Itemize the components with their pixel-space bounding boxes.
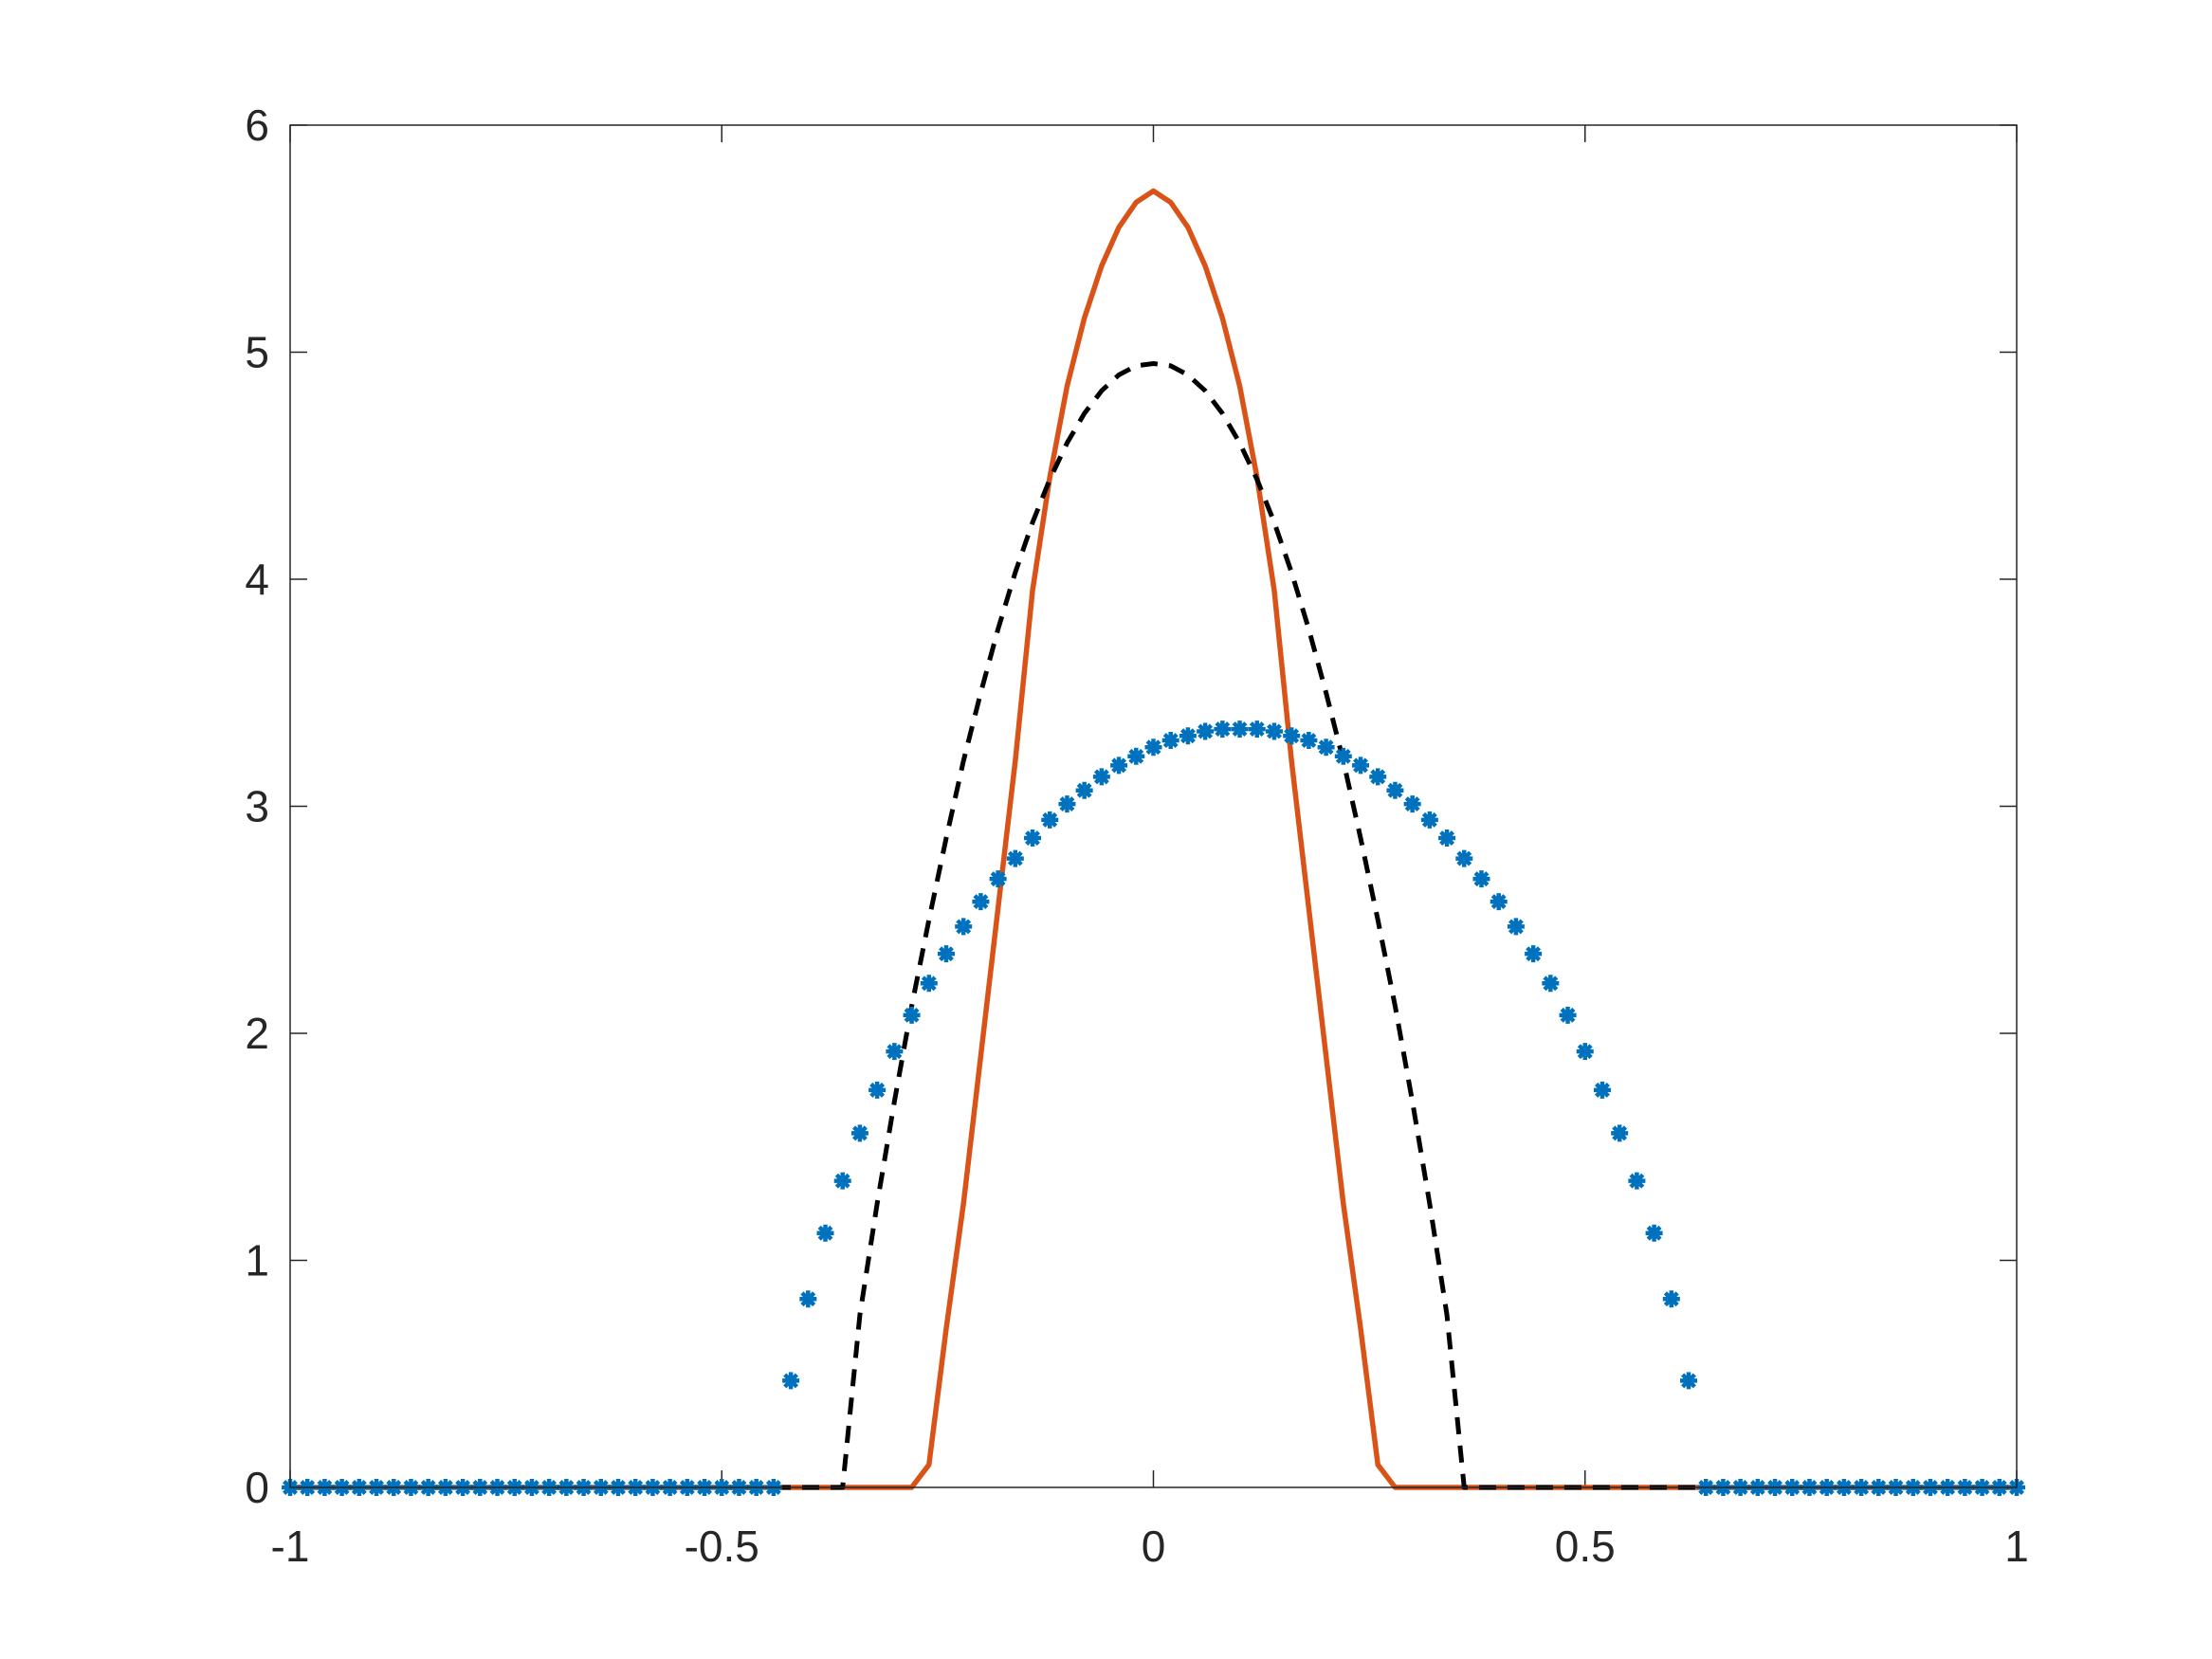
marker <box>1438 830 1456 848</box>
marker <box>1593 1081 1611 1099</box>
marker <box>1559 1006 1577 1024</box>
marker <box>1542 975 1560 993</box>
marker <box>1576 1043 1594 1061</box>
marker <box>833 1172 851 1190</box>
x-tick-label: 0 <box>1142 1522 1166 1571</box>
marker <box>816 1224 834 1242</box>
x-tick-label: 0.5 <box>1555 1522 1616 1571</box>
marker <box>1334 747 1352 765</box>
marker <box>868 1081 887 1099</box>
marker <box>920 975 938 993</box>
marker <box>1161 732 1179 750</box>
marker <box>850 1124 868 1142</box>
y-tick-label: 3 <box>245 782 269 831</box>
marker <box>937 945 955 963</box>
marker <box>1662 1290 1680 1308</box>
marker <box>1006 849 1024 867</box>
x-tick-label: -1 <box>271 1522 310 1571</box>
marker <box>1127 747 1145 765</box>
marker <box>903 1006 921 1024</box>
marker <box>1300 732 1318 750</box>
marker <box>1214 720 1232 738</box>
marker <box>799 1290 817 1308</box>
marker <box>1075 781 1093 799</box>
marker <box>989 870 1007 888</box>
marker <box>1455 849 1473 867</box>
x-tick-label: -0.5 <box>685 1522 759 1571</box>
marker <box>1179 727 1197 745</box>
axes-box <box>289 124 2018 1488</box>
marker <box>1024 830 1042 848</box>
marker <box>1041 811 1059 829</box>
marker <box>1490 893 1508 911</box>
marker <box>1231 720 1249 738</box>
marker <box>955 918 973 936</box>
y-tick-label: 6 <box>245 100 269 150</box>
marker <box>1248 720 1266 738</box>
y-tick-label: 1 <box>245 1236 269 1285</box>
marker <box>886 1043 904 1061</box>
marker <box>1352 757 1370 775</box>
marker <box>1611 1124 1629 1142</box>
marker <box>972 893 990 911</box>
marker <box>1058 795 1076 813</box>
marker <box>1645 1224 1663 1242</box>
x-tick-label: 1 <box>2004 1522 2029 1571</box>
marker <box>1110 757 1128 775</box>
marker <box>1369 768 1387 786</box>
marker <box>1265 722 1283 740</box>
y-tick-label: 2 <box>245 1009 269 1058</box>
marker <box>1386 781 1404 799</box>
marker <box>1317 738 1335 757</box>
marker <box>1525 945 1543 963</box>
marker <box>782 1372 800 1390</box>
y-tick-label: 4 <box>245 555 269 604</box>
marker <box>1197 722 1215 740</box>
marker <box>1403 795 1421 813</box>
marker <box>1680 1372 1698 1390</box>
marker <box>1420 811 1438 829</box>
marker <box>1092 768 1110 786</box>
marker <box>1472 870 1490 888</box>
marker <box>1507 918 1525 936</box>
marker <box>1628 1172 1646 1190</box>
marker <box>1283 727 1301 745</box>
marker <box>1144 738 1162 757</box>
y-tick-label: 5 <box>245 328 269 377</box>
y-tick-label: 0 <box>245 1463 269 1512</box>
